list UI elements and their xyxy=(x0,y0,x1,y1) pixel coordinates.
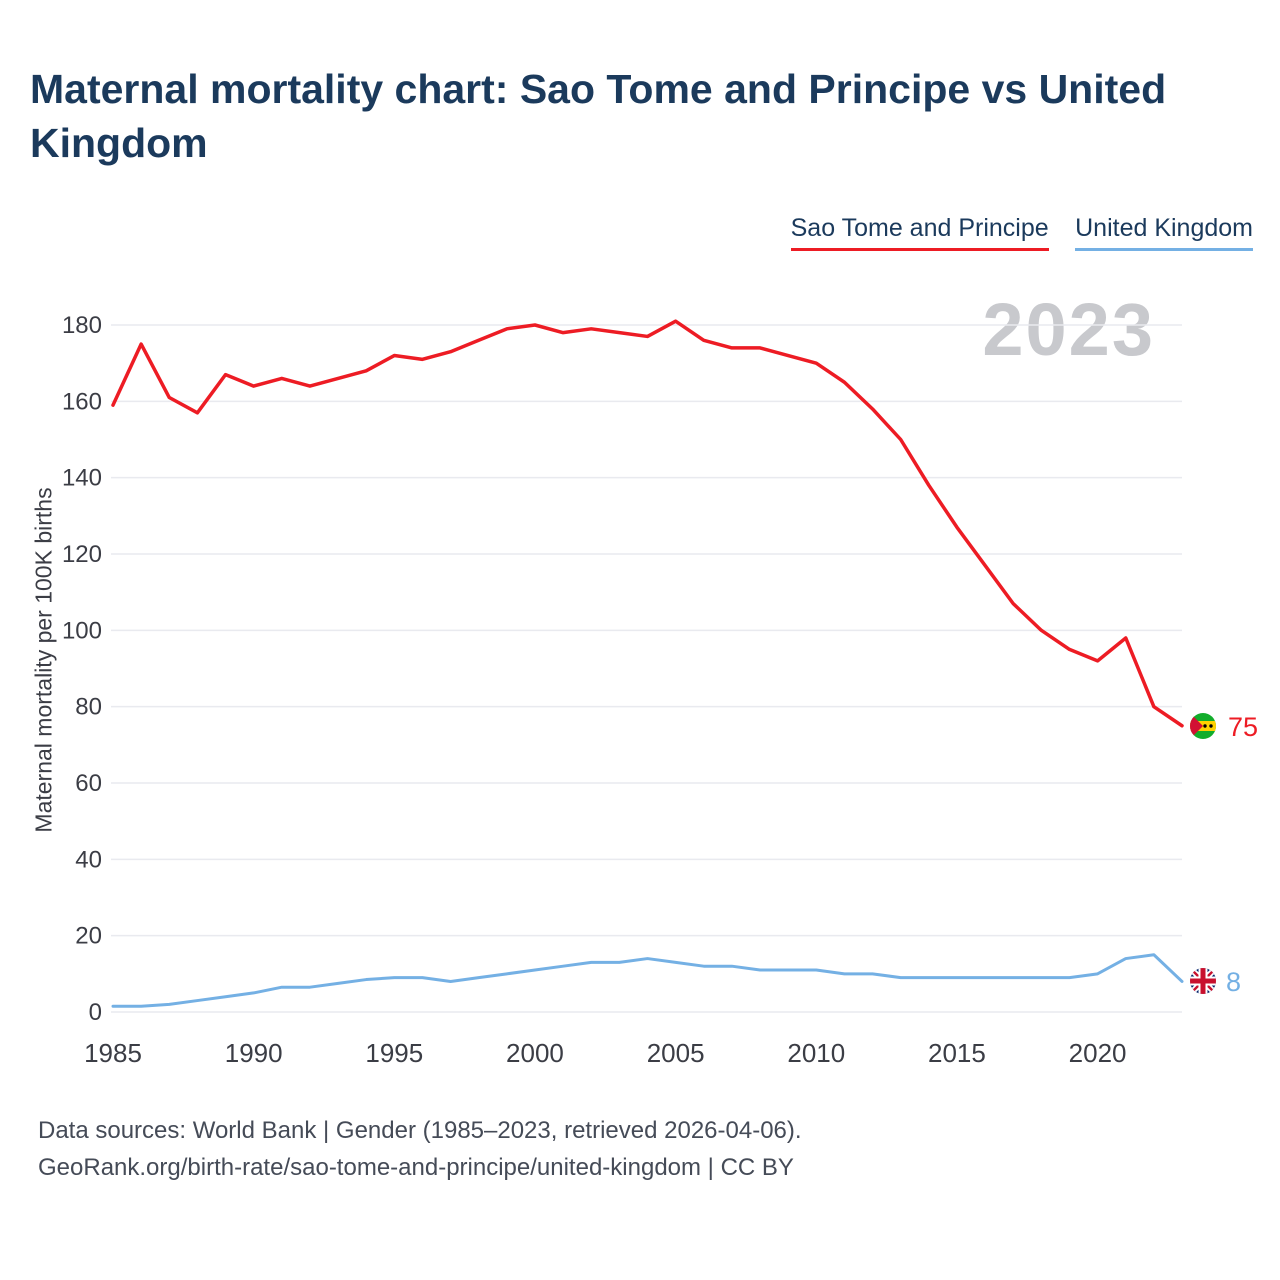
legend-item-sao-tome[interactable]: Sao Tome and Principe xyxy=(790,214,1049,251)
x-tick-label: 1985 xyxy=(84,1038,142,1068)
uk-flag-icon xyxy=(1190,968,1216,994)
x-tick-label: 1990 xyxy=(225,1038,283,1068)
legend: Sao Tome and Principe United Kingdom xyxy=(769,214,1253,251)
footer-line-2: GeoRank.org/birth-rate/sao-tome-and-prin… xyxy=(38,1154,794,1181)
page-title: Maternal mortality chart: Sao Tome and P… xyxy=(30,66,1167,167)
y-tick-label: 180 xyxy=(62,312,102,339)
legend-item-united-kingdom[interactable]: United Kingdom xyxy=(1075,214,1253,251)
y-tick-label: 80 xyxy=(75,694,102,721)
x-tick-label: 2015 xyxy=(928,1038,986,1068)
x-tick-label: 2000 xyxy=(506,1038,564,1068)
x-tick-label: 2010 xyxy=(787,1038,845,1068)
x-tick-label: 2020 xyxy=(1069,1038,1127,1068)
sao-tome-and-principe-line xyxy=(111,319,1184,728)
united-kingdom-line xyxy=(111,953,1184,1008)
year-watermark: 2023 xyxy=(982,288,1155,371)
sao-tome-end-value: 75 xyxy=(1228,712,1259,742)
y-tick-label: 120 xyxy=(62,541,102,568)
data-source-note: Data sources: World Bank | Gender (1985–… xyxy=(38,1112,802,1186)
y-axis-title: Maternal mortality per 100K births xyxy=(30,487,57,833)
y-tick-label: 160 xyxy=(62,388,102,415)
y-tick-label: 20 xyxy=(75,923,102,950)
uk-end-value: 8 xyxy=(1226,967,1242,997)
y-tick-label: 0 xyxy=(89,999,102,1026)
sao-tome-flag-icon xyxy=(1190,713,1216,739)
footer-line-1: Data sources: World Bank | Gender (1985–… xyxy=(38,1117,802,1144)
y-tick-label: 140 xyxy=(62,465,102,492)
x-tick-label: 2005 xyxy=(647,1038,705,1068)
y-tick-label: 100 xyxy=(62,617,102,644)
y-tick-label: 60 xyxy=(75,770,102,797)
x-tick-label: 1995 xyxy=(365,1038,423,1068)
y-tick-label: 40 xyxy=(75,846,102,873)
